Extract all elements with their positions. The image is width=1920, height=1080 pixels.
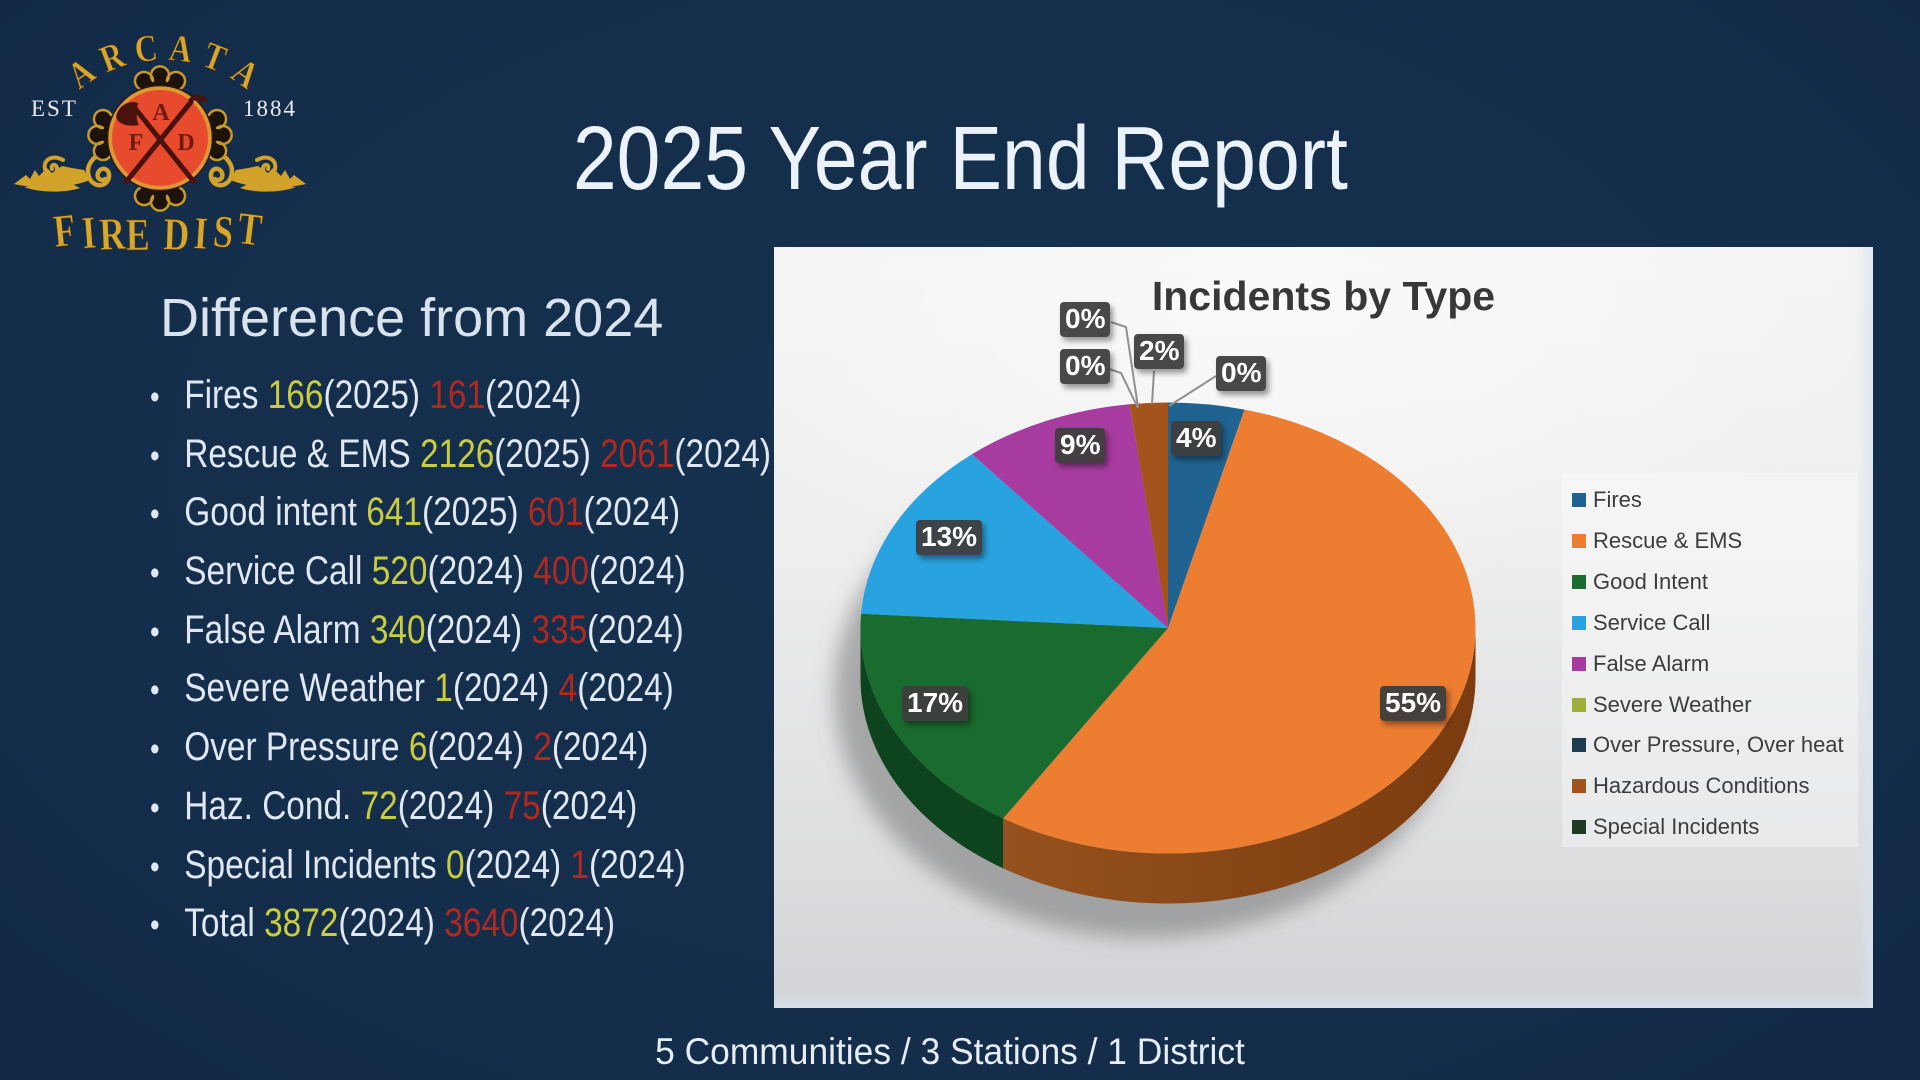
svg-text:R: R [94, 33, 131, 81]
svg-text:D: D [177, 130, 194, 156]
svg-text:S: S [211, 205, 235, 258]
svg-text:A: A [60, 49, 103, 97]
svg-text:F: F [51, 204, 78, 257]
svg-text:I: I [80, 206, 98, 258]
svg-text:T: T [235, 202, 265, 256]
svg-text:1884: 1884 [243, 96, 297, 121]
svg-text:F: F [129, 130, 144, 156]
svg-text:A: A [224, 49, 267, 97]
svg-text:I: I [192, 207, 209, 259]
svg-text:D: D [163, 208, 191, 260]
svg-text:T: T [197, 33, 232, 80]
svg-text:E: E [125, 209, 150, 260]
svg-text:R: R [98, 207, 127, 259]
svg-text:C: C [132, 26, 160, 71]
svg-text:EST: EST [31, 96, 78, 121]
svg-text:A: A [167, 26, 195, 71]
svg-text:A: A [152, 100, 170, 126]
